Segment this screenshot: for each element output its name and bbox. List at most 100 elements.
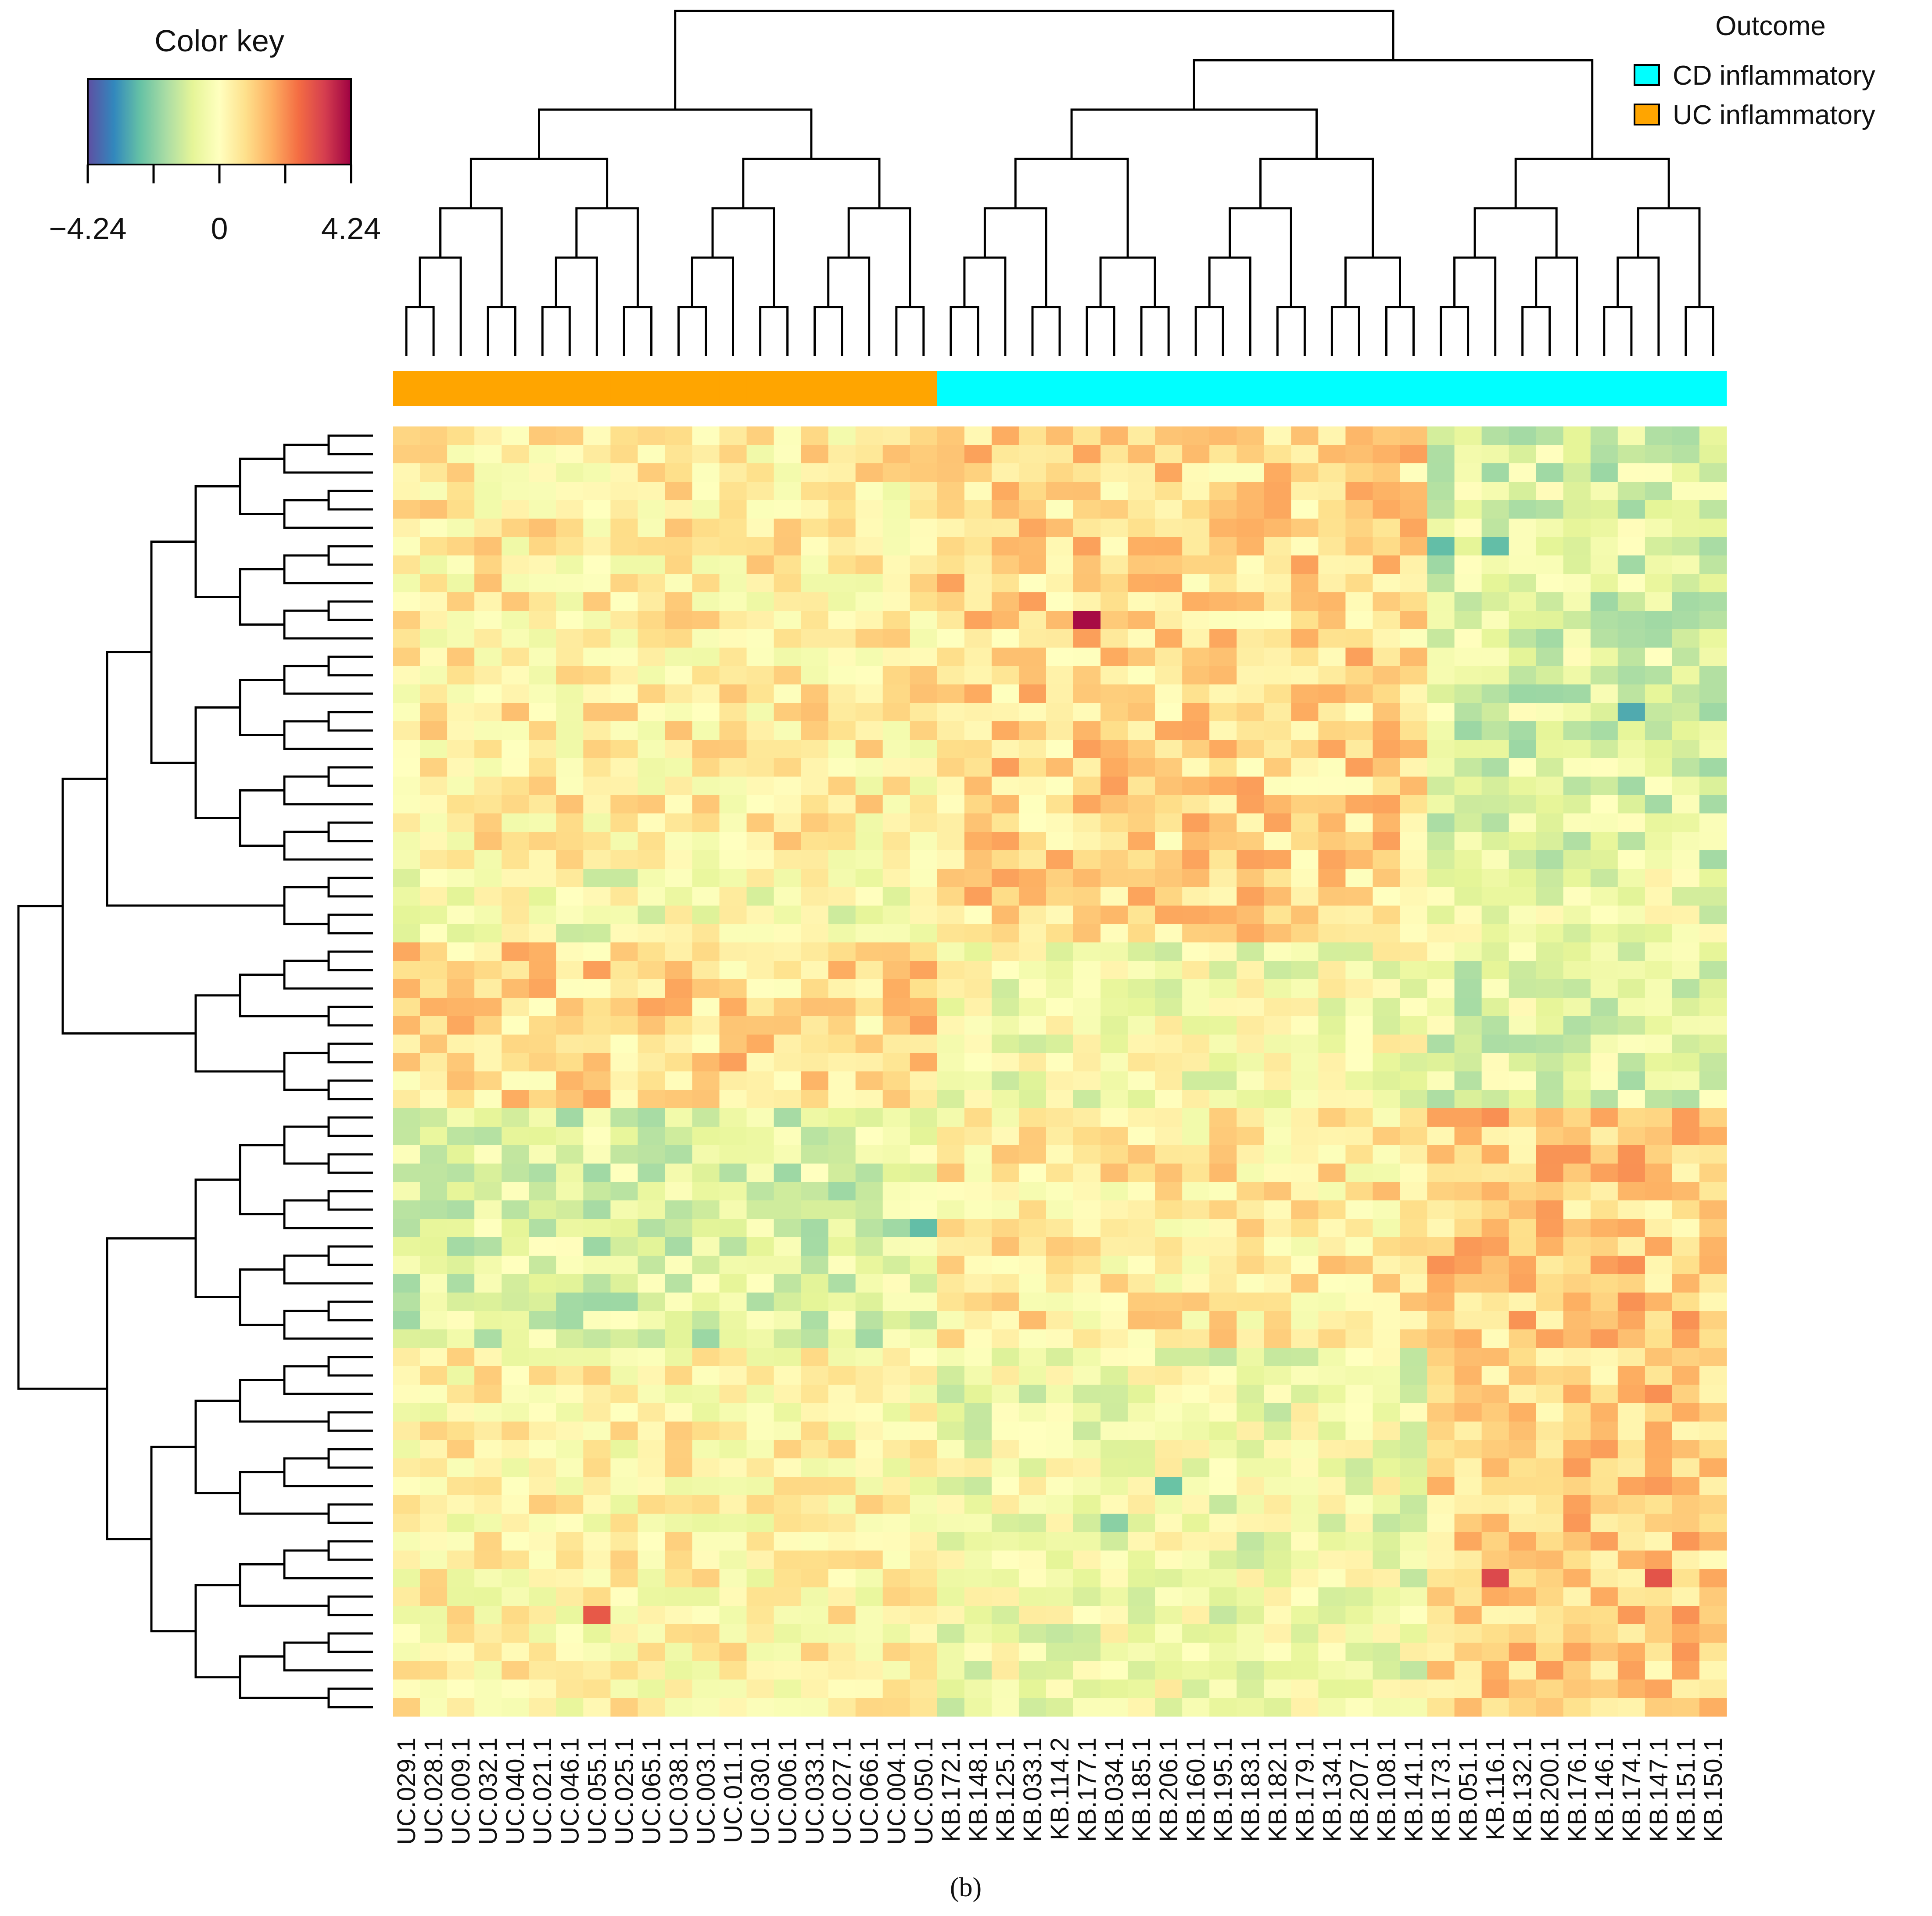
heatmap-cell bbox=[1563, 592, 1591, 611]
heatmap-cell bbox=[1345, 1237, 1373, 1256]
heatmap-cell bbox=[746, 1256, 774, 1275]
heatmap-cell bbox=[1509, 869, 1537, 888]
heatmap-cell bbox=[692, 869, 720, 888]
heatmap-cell bbox=[910, 666, 938, 685]
heatmap-cell bbox=[474, 537, 502, 556]
heatmap-cell bbox=[746, 592, 774, 611]
heatmap-cell bbox=[1128, 1164, 1155, 1182]
heatmap-cell bbox=[420, 1643, 448, 1662]
heatmap-cell bbox=[1182, 703, 1210, 722]
heatmap-cell bbox=[991, 463, 1019, 482]
heatmap-cell bbox=[583, 1643, 611, 1662]
heatmap-cell bbox=[1128, 758, 1155, 777]
row-dendrogram-link bbox=[283, 886, 329, 925]
heatmap-cell bbox=[1400, 666, 1428, 685]
heatmap-cell bbox=[1427, 906, 1455, 924]
heatmap-cell bbox=[556, 684, 584, 703]
column-dendrogram-link bbox=[827, 256, 871, 356]
heatmap-cell bbox=[1373, 1071, 1401, 1090]
heatmap-cell bbox=[1509, 1698, 1537, 1717]
heatmap-cell bbox=[937, 1661, 965, 1680]
heatmap-cell bbox=[610, 1237, 638, 1256]
heatmap-cell bbox=[882, 1587, 910, 1606]
heatmap-cell bbox=[1590, 703, 1618, 722]
heatmap-cell bbox=[1427, 592, 1455, 611]
heatmap-cell bbox=[529, 629, 556, 648]
legend-title: Outcome bbox=[1715, 11, 1826, 41]
heatmap-cell bbox=[1018, 1035, 1047, 1053]
heatmap-cell bbox=[828, 887, 856, 906]
heatmap-cell bbox=[1454, 1458, 1482, 1477]
heatmap-cell bbox=[1645, 924, 1673, 943]
heatmap-cell bbox=[1155, 703, 1183, 722]
heatmap-cell bbox=[638, 1440, 666, 1459]
heatmap-cell bbox=[1100, 1495, 1128, 1514]
heatmap-cell bbox=[828, 869, 856, 888]
heatmap-cell bbox=[1046, 1403, 1074, 1422]
heatmap-cell bbox=[502, 1680, 529, 1698]
heatmap-cell bbox=[910, 1219, 938, 1238]
heatmap-cell bbox=[1590, 1035, 1618, 1053]
heatmap-cell bbox=[774, 850, 802, 869]
heatmap-cell bbox=[1536, 1145, 1564, 1164]
column-label: KB.033.1 bbox=[1018, 1737, 1047, 1842]
heatmap-cell bbox=[1481, 979, 1509, 998]
heatmap-cell bbox=[1318, 1090, 1346, 1109]
heatmap-cell bbox=[1617, 740, 1645, 759]
column-label: UC.011.1 bbox=[719, 1737, 748, 1843]
heatmap-cell bbox=[638, 611, 666, 630]
heatmap-cell bbox=[746, 445, 774, 464]
heatmap-cell bbox=[1046, 666, 1074, 685]
heatmap-cell bbox=[692, 1624, 720, 1643]
heatmap-cell bbox=[638, 1569, 666, 1588]
heatmap-cell bbox=[1400, 887, 1428, 906]
heatmap-cell bbox=[1699, 998, 1727, 1017]
heatmap-cell bbox=[502, 887, 529, 906]
heatmap-cell bbox=[638, 1311, 666, 1330]
heatmap-cell bbox=[1509, 1680, 1537, 1698]
heatmap-cell bbox=[1100, 942, 1128, 961]
heatmap-cell bbox=[1100, 1458, 1128, 1477]
heatmap-cell bbox=[1345, 1311, 1373, 1330]
heatmap-cell bbox=[1481, 537, 1509, 556]
heatmap-cell bbox=[1672, 500, 1700, 519]
heatmap-cell bbox=[1291, 1440, 1319, 1459]
heatmap-cell bbox=[1509, 1293, 1537, 1311]
heatmap-cell bbox=[610, 1643, 638, 1662]
heatmap-cell bbox=[882, 1274, 910, 1293]
heatmap-cell bbox=[393, 1698, 420, 1717]
heatmap-cell bbox=[1237, 1514, 1264, 1533]
column-label: UC.040.1 bbox=[501, 1737, 530, 1845]
heatmap-cell bbox=[937, 482, 965, 501]
row-dendrogram-link bbox=[327, 1153, 373, 1174]
heatmap-cell bbox=[393, 998, 420, 1017]
heatmap-cell bbox=[937, 1182, 965, 1201]
heatmap-cell bbox=[692, 703, 720, 722]
heatmap-cell bbox=[638, 1587, 666, 1606]
heatmap-cell bbox=[1509, 684, 1537, 703]
heatmap-cell bbox=[1237, 998, 1264, 1017]
heatmap-cell bbox=[1427, 961, 1455, 980]
heatmap-cell bbox=[1427, 1422, 1455, 1440]
heatmap-cell bbox=[529, 1403, 556, 1422]
heatmap-cell bbox=[529, 703, 556, 722]
heatmap-cell bbox=[1617, 1477, 1645, 1496]
heatmap-cell bbox=[719, 629, 747, 648]
heatmap-cell bbox=[801, 445, 829, 464]
heatmap-cell bbox=[937, 869, 965, 888]
heatmap-cell bbox=[583, 1551, 611, 1569]
heatmap-cell bbox=[1400, 1698, 1428, 1717]
heatmap-cell bbox=[1155, 1016, 1183, 1035]
heatmap-cell bbox=[1209, 519, 1237, 537]
heatmap-cell bbox=[1645, 1145, 1673, 1164]
heatmap-cell bbox=[420, 1016, 448, 1035]
heatmap-cell bbox=[1046, 629, 1074, 648]
heatmap-cell bbox=[1563, 1090, 1591, 1109]
heatmap-cell bbox=[1182, 1661, 1210, 1680]
heatmap-cell bbox=[1182, 1698, 1210, 1717]
heatmap-cell bbox=[1617, 537, 1645, 556]
heatmap-cell bbox=[964, 1477, 992, 1496]
heatmap-cell bbox=[882, 998, 910, 1017]
row-dendrogram-link bbox=[239, 1144, 284, 1215]
heatmap-cell bbox=[1672, 1385, 1700, 1404]
